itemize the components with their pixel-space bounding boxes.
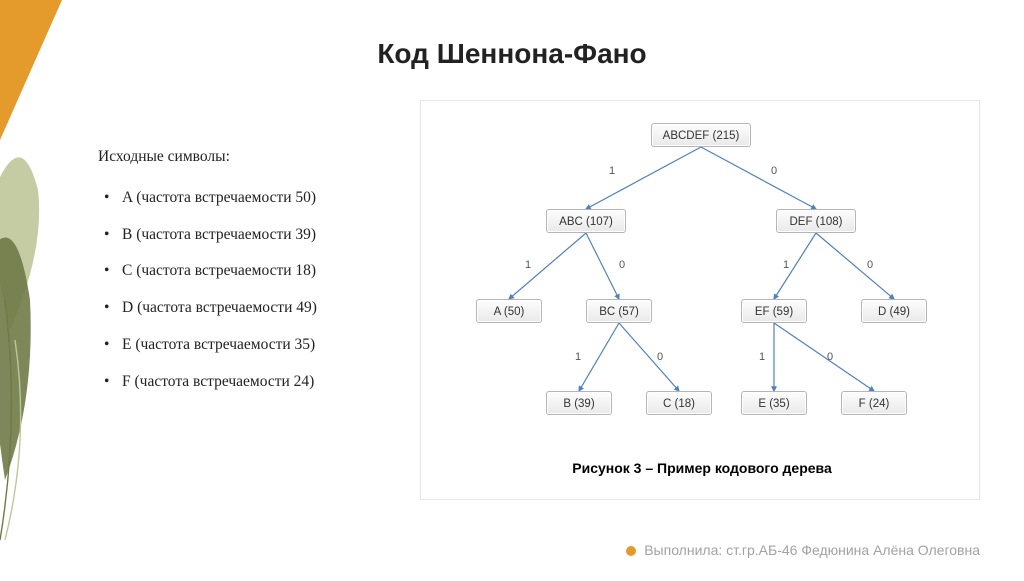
edge-label: 0 [827, 351, 833, 363]
list-item: D (частота встречаемости 49) [98, 296, 398, 321]
edge-label: 0 [619, 259, 625, 271]
credit-line: Выполнила: ст.гр.АБ-46 Федюнина Алёна Ол… [626, 542, 980, 558]
list-item: C (частота встречаемости 18) [98, 259, 398, 284]
edge-label: 1 [609, 165, 615, 177]
list-item: A (частота встречаемости 50) [98, 186, 398, 211]
list-subtitle: Исходные символы: [98, 145, 398, 170]
list-item: F (частота встречаемости 24) [98, 370, 398, 395]
tree-node: F (24) [841, 391, 907, 415]
decorative-sidebar [0, 0, 70, 576]
symbol-items: A (частота встречаемости 50) B (частота … [98, 186, 398, 395]
tree-node: B (39) [546, 391, 612, 415]
tree-node: BC (57) [586, 299, 652, 323]
tree-node: ABC (107) [546, 209, 626, 233]
list-item: B (частота встречаемости 39) [98, 223, 398, 248]
edge-label: 0 [657, 351, 663, 363]
tree-figure: ABCDEF (215) ABC (107) DEF (108) A (50) BC (… [420, 100, 980, 500]
tree-node: D (49) [861, 299, 927, 323]
tree-node: C (18) [646, 391, 712, 415]
edge-label: 0 [867, 259, 873, 271]
edge-label: 0 [771, 165, 777, 177]
symbol-list: Исходные символы: A (частота встречаемос… [98, 145, 398, 407]
tree-node: EF (59) [741, 299, 807, 323]
tree-node: A (50) [476, 299, 542, 323]
edge-label: 1 [783, 259, 789, 271]
slide-title: Код Шеннона-Фано [0, 38, 1024, 70]
edge-label: 1 [575, 351, 581, 363]
tree-node: E (35) [741, 391, 807, 415]
tree-node: DEF (108) [776, 209, 856, 233]
list-item: E (частота встречаемости 35) [98, 333, 398, 358]
edge-label: 1 [525, 259, 531, 271]
figure-caption: Рисунок 3 – Пример кодового дерева [420, 460, 984, 476]
tree-node: ABCDEF (215) [651, 123, 751, 147]
edge-label: 1 [759, 351, 765, 363]
